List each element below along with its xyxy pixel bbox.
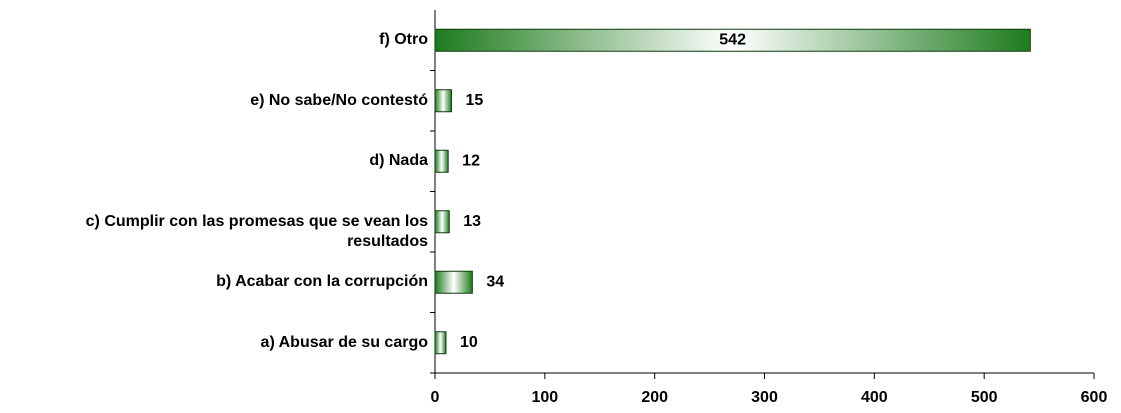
category-label: b) Acabar con la corrupción xyxy=(216,273,428,291)
x-tick-label: 300 xyxy=(751,389,778,406)
category-label: f) Otro xyxy=(379,31,428,49)
category-label: e) No sabe/No contestó xyxy=(250,91,428,109)
x-tick-label: 600 xyxy=(1081,389,1108,406)
x-tick-label: 500 xyxy=(971,389,998,406)
value-label: 34 xyxy=(486,273,504,290)
x-tick-label: 200 xyxy=(641,389,668,406)
value-label: 10 xyxy=(460,334,478,351)
category-label: c) Cumplir con las promesas que se vean … xyxy=(85,212,428,250)
value-label: 15 xyxy=(465,92,483,109)
value-label: 13 xyxy=(463,213,481,230)
value-label: 542 xyxy=(719,31,746,48)
x-tick-label: 400 xyxy=(861,389,888,406)
bar xyxy=(434,149,449,173)
bar xyxy=(434,89,452,113)
bar xyxy=(434,210,450,234)
category-label: a) Abusar de su cargo xyxy=(260,333,428,351)
bar xyxy=(434,270,473,294)
x-tick-label: 0 xyxy=(431,389,440,406)
category-label: d) Nada xyxy=(369,152,428,170)
bar xyxy=(434,28,1031,52)
value-label: 12 xyxy=(462,152,480,169)
x-tick-label: 100 xyxy=(531,389,558,406)
bar xyxy=(434,331,447,355)
